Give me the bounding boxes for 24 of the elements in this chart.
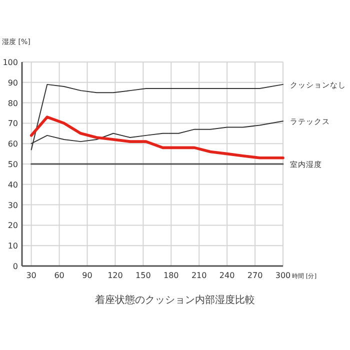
x-tick-label: 30 bbox=[26, 271, 36, 280]
line-series bbox=[30, 116, 284, 160]
x-tick-label: 300 bbox=[275, 271, 291, 280]
text: 着座状態のクッション内部湿度比較 bbox=[95, 294, 255, 306]
y-tick-label: 50 bbox=[8, 160, 18, 169]
x-tick-label: 240 bbox=[219, 271, 235, 280]
x-tick-label: 120 bbox=[108, 271, 123, 280]
y-tick-label: 40 bbox=[8, 180, 18, 190]
x-tick-label: 150 bbox=[136, 271, 151, 280]
line-series bbox=[30, 84, 284, 150]
y-tick-label: 100 bbox=[2, 58, 18, 67]
y-tick-label: 70 bbox=[8, 119, 18, 128]
y-tick-label: 30 bbox=[8, 200, 18, 210]
y-tick-label: 20 bbox=[8, 221, 18, 230]
y-tick-label: 10 bbox=[8, 242, 18, 251]
x-tick-label: 270 bbox=[247, 271, 263, 280]
x-tick-label: 180 bbox=[164, 271, 179, 280]
y-tick-label: 0 bbox=[12, 262, 18, 271]
y-tick-label: 90 bbox=[8, 78, 18, 88]
x-tick-label: 60 bbox=[54, 271, 64, 280]
x-tick-label: 90 bbox=[82, 271, 92, 280]
y-tick-label: 60 bbox=[8, 140, 18, 149]
x-tick-label: 210 bbox=[191, 271, 207, 280]
y-tick-label: 80 bbox=[8, 98, 18, 108]
